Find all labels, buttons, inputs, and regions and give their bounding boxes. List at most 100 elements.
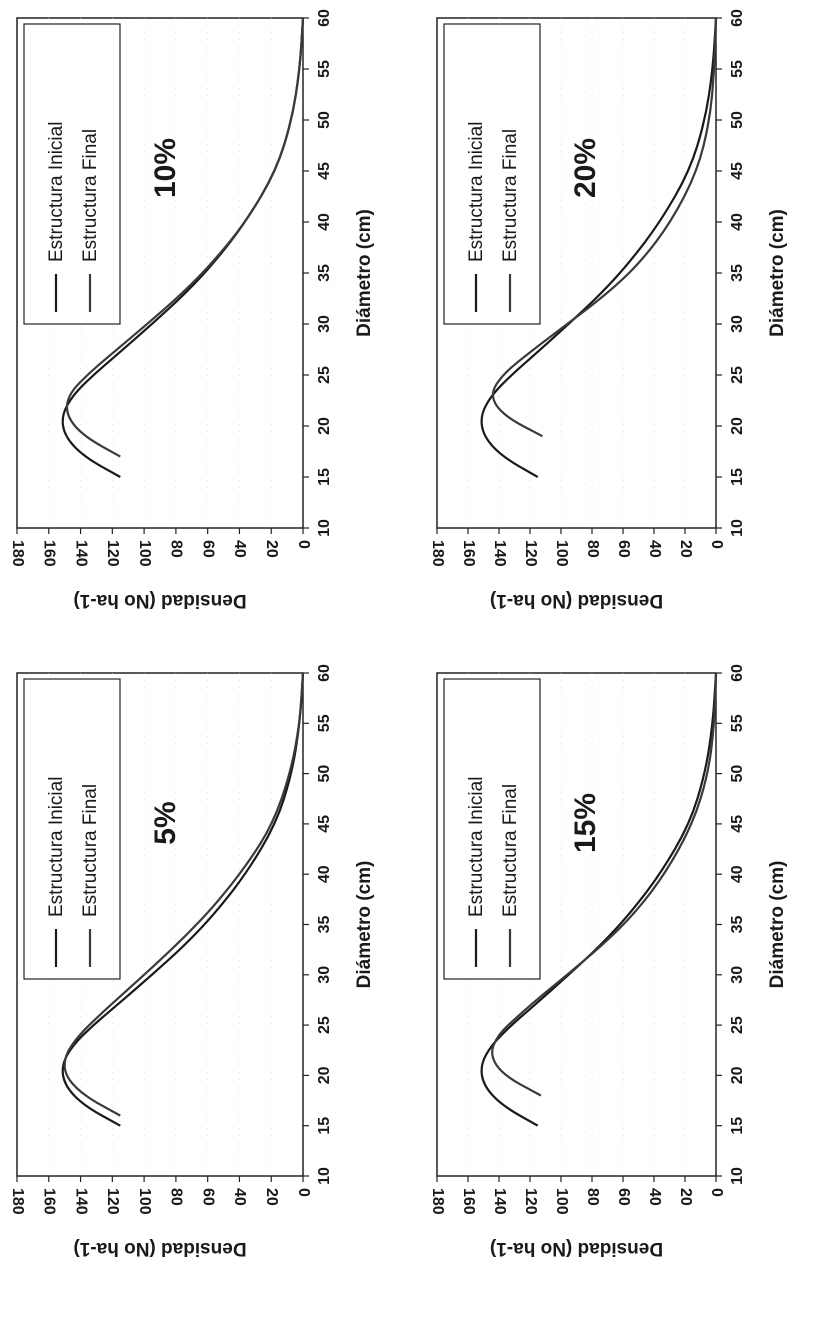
y-tick-label: 100	[136, 540, 153, 567]
y-tick-label: 40	[646, 540, 663, 558]
y-tick-label: 60	[199, 1188, 216, 1206]
x-tick-label: 20	[316, 1066, 333, 1084]
x-tick-label: 25	[316, 1016, 333, 1034]
legend-box	[443, 678, 541, 980]
x-tick-label: 25	[729, 1016, 746, 1034]
y-tick-label: 180	[429, 1188, 446, 1215]
y-tick-label: 0	[295, 1188, 312, 1197]
y-tick-label: 20	[677, 1188, 694, 1206]
x-tick-label: 45	[316, 815, 333, 833]
x-tick-label: 60	[729, 9, 746, 27]
y-tick-label: 80	[584, 540, 601, 558]
series-line-1	[491, 17, 718, 438]
y-tick-label: 140	[72, 540, 89, 567]
y-tick-label: 20	[263, 540, 280, 558]
y-tick-label: 20	[677, 540, 694, 558]
x-tick-label: 20	[316, 417, 333, 435]
y-tick-label: 80	[584, 1188, 601, 1206]
x-tick-label: 55	[316, 60, 333, 78]
legend-label: Estructura Inicial	[466, 122, 487, 262]
series-line-0	[480, 672, 718, 1127]
x-tick-label: 50	[316, 111, 333, 129]
x-tick-label: 45	[729, 815, 746, 833]
x-tick-label: 35	[729, 916, 746, 934]
series-line-0	[480, 17, 718, 478]
series-line-1	[63, 672, 305, 1117]
y-tick-label: 60	[615, 540, 632, 558]
x-tick-label: 45	[729, 162, 746, 180]
y-tick-label: 100	[553, 540, 570, 567]
x-tick-label: 60	[316, 664, 333, 682]
x-tick-label: 55	[316, 714, 333, 732]
x-tick-label: 35	[316, 916, 333, 934]
legend-label: Estructura Inicial	[466, 777, 487, 917]
y-tick-label: 180	[9, 1188, 26, 1215]
x-tick-label: 10	[316, 519, 333, 537]
legend-box	[23, 678, 121, 980]
panel-annotation: 5%	[149, 801, 182, 844]
legend-label: Estructura Final	[500, 129, 521, 262]
y-tick-label: 120	[522, 1188, 539, 1215]
legend-label: Estructura Inicial	[46, 777, 67, 917]
y-tick-label: 180	[9, 540, 26, 567]
y-tick-label: 100	[553, 1188, 570, 1215]
chart-panel-3: 0 20 40 60 80 100 120 140 160 180 10 15 20 25 30 35 40 45…	[429, 664, 788, 1259]
y-tick-label: 160	[41, 1188, 58, 1215]
x-tick-label: 35	[316, 264, 333, 282]
y-axis-label: Densidad (No ha-1)	[490, 590, 663, 611]
x-tick-label: 15	[316, 468, 333, 486]
y-tick-label: 120	[104, 1188, 121, 1215]
chart-panel-0: 0 20 40 60 80 100 120 140 160 180 10 15 20 25 30 35 40 45…	[9, 9, 375, 611]
x-tick-label: 55	[729, 714, 746, 732]
x-tick-label: 60	[729, 664, 746, 682]
x-tick-label: 40	[316, 213, 333, 231]
legend-label: Estructura Final	[80, 129, 101, 262]
y-axis-label: Densidad (No ha-1)	[490, 1238, 663, 1259]
y-axis-label: Densidad (No ha-1)	[73, 590, 246, 611]
x-tick-label: 15	[729, 468, 746, 486]
x-tick-label: 50	[729, 765, 746, 783]
series-line-0	[61, 672, 305, 1127]
x-tick-label: 30	[316, 315, 333, 333]
y-tick-label: 100	[136, 1188, 153, 1215]
x-axis-label: Diámetro (cm)	[354, 861, 375, 989]
x-tick-label: 40	[729, 865, 746, 883]
panel-annotation: 20%	[569, 138, 602, 198]
x-tick-label: 10	[316, 1167, 333, 1185]
x-axis-label: Diámetro (cm)	[354, 209, 375, 337]
x-axis-label: Diámetro (cm)	[767, 209, 788, 337]
x-tick-label: 50	[316, 765, 333, 783]
x-tick-label: 10	[729, 519, 746, 537]
y-tick-label: 140	[72, 1188, 89, 1215]
y-tick-label: 80	[168, 1188, 185, 1206]
y-tick-label: 160	[460, 1188, 477, 1215]
x-tick-label: 30	[316, 966, 333, 984]
y-tick-label: 40	[231, 540, 248, 558]
y-tick-label: 140	[491, 540, 508, 567]
x-tick-label: 45	[316, 162, 333, 180]
x-tick-label: 50	[729, 111, 746, 129]
legend-label: Estructura Final	[80, 784, 101, 917]
y-axis-label: Densidad (No ha-1)	[73, 1238, 246, 1259]
x-tick-label: 55	[729, 60, 746, 78]
y-tick-label: 60	[615, 1188, 632, 1206]
x-tick-label: 40	[316, 865, 333, 883]
y-tick-label: 160	[460, 540, 477, 567]
x-tick-label: 30	[729, 966, 746, 984]
y-tick-label: 0	[708, 1188, 725, 1197]
legend-label: Estructura Final	[500, 784, 521, 917]
x-tick-label: 35	[729, 264, 746, 282]
chart-panel-1: 0 20 40 60 80 100 120 140 160 180 10 15 20 25 30 35 40 45…	[429, 9, 788, 611]
x-tick-label: 15	[729, 1117, 746, 1135]
x-tick-label: 20	[729, 417, 746, 435]
y-tick-label: 120	[522, 540, 539, 567]
y-tick-label: 40	[231, 1188, 248, 1206]
y-tick-label: 160	[41, 540, 58, 567]
y-tick-label: 60	[199, 540, 216, 558]
x-tick-label: 25	[316, 366, 333, 384]
y-tick-label: 40	[646, 1188, 663, 1206]
panel-annotation: 15%	[569, 793, 602, 853]
y-tick-label: 0	[295, 540, 312, 549]
y-tick-label: 20	[263, 1188, 280, 1206]
